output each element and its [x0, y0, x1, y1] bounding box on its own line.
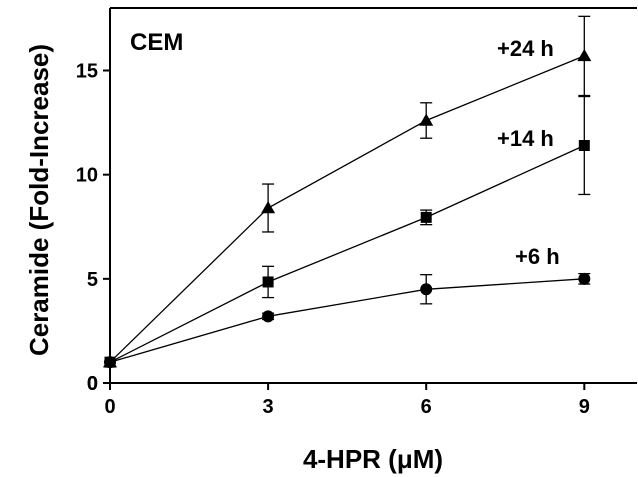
- axes: [109, 7, 637, 384]
- data-point: [577, 48, 592, 62]
- series-line: [109, 55, 585, 363]
- y-tick-label: 0: [87, 373, 98, 395]
- data-point: [420, 211, 432, 223]
- y-tick-label: 5: [87, 269, 98, 291]
- series-label-6h: +6 h: [515, 244, 560, 269]
- data-point: [578, 272, 591, 285]
- y-tick-label: 15: [76, 61, 98, 83]
- x-tick-label: 6: [421, 396, 432, 418]
- data-point: [262, 276, 274, 288]
- x-tick-label: 9: [579, 396, 590, 418]
- data-point: [419, 113, 434, 126]
- data-point: [261, 201, 276, 214]
- series-line: [109, 144, 585, 363]
- series-label-24h: +24 h: [497, 36, 554, 61]
- y-tick-label: 10: [76, 165, 98, 187]
- x-tick-label: 3: [263, 396, 274, 418]
- series-2: [104, 272, 591, 369]
- series-0: [103, 15, 592, 368]
- data-point: [104, 356, 116, 369]
- data-point: [420, 283, 433, 296]
- series-line: [109, 278, 585, 363]
- panel-label: CEM: [130, 29, 183, 56]
- data-point: [262, 310, 275, 323]
- y-axis-label: Ceramide (Fold-Increase): [24, 44, 54, 356]
- x-axis-label: 4-HPR (μM): [303, 444, 443, 474]
- y-tick-label: 0: [87, 373, 98, 395]
- data-point: [578, 140, 590, 151]
- x-tick-label: 0: [104, 396, 115, 418]
- series-label-14h: +14 h: [497, 126, 554, 151]
- series-group: [103, 15, 592, 369]
